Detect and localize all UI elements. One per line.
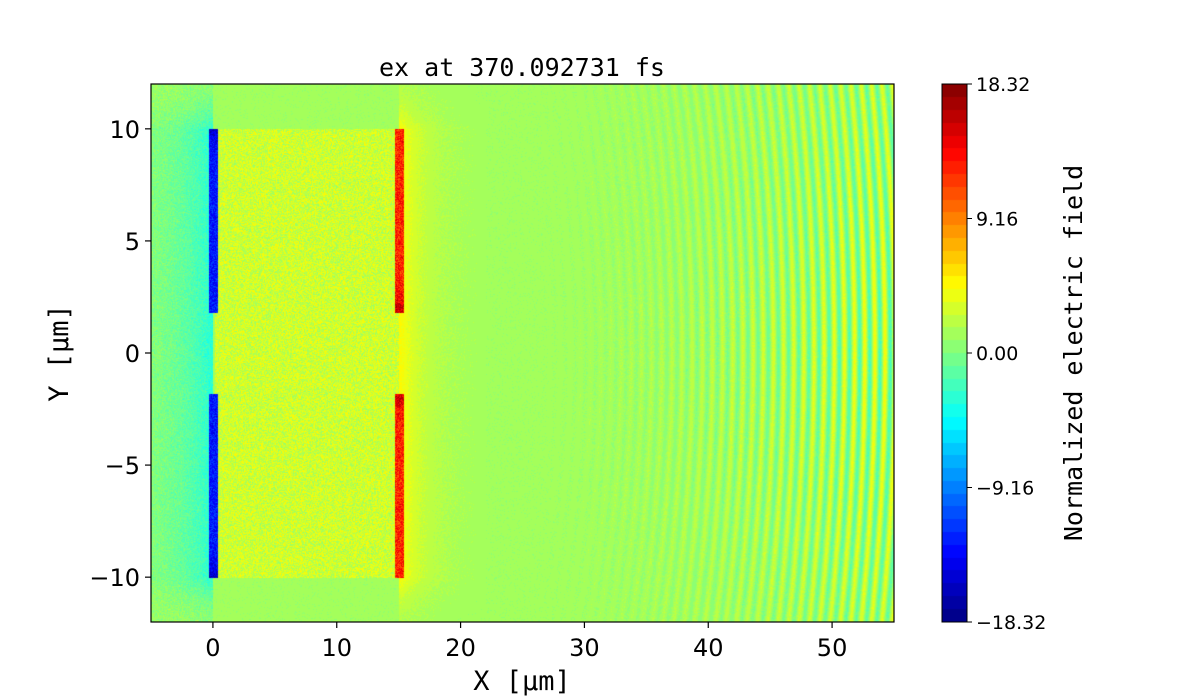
chart-title: ex at 370.092731 fs xyxy=(379,53,665,82)
x-tick-label: 10 xyxy=(321,634,352,662)
colorbar-frame xyxy=(941,83,968,623)
colorbar-label: Normalized electric field xyxy=(1059,165,1088,541)
x-tick-label: 0 xyxy=(205,634,220,662)
y-tick-label: −5 xyxy=(105,452,140,480)
colorbar-tick-label: 18.32 xyxy=(976,74,1030,96)
colorbar-tick-label: −9.16 xyxy=(976,478,1034,500)
colorbar-tick-label: 0.00 xyxy=(976,343,1018,365)
x-tick-label: 40 xyxy=(693,634,724,662)
x-tick-label: 20 xyxy=(445,634,476,662)
y-tick-label: 5 xyxy=(125,228,140,256)
y-axis-label: Y [μm] xyxy=(44,304,75,402)
y-tick-label: 10 xyxy=(109,116,140,144)
x-axis-label: X [μm] xyxy=(473,666,571,697)
colorbar-tick-label: 9.16 xyxy=(976,209,1018,231)
colorbar-tick-label: −18.32 xyxy=(976,612,1046,634)
x-tick-label: 30 xyxy=(569,634,600,662)
x-tick-label: 50 xyxy=(817,634,848,662)
field-heatmap xyxy=(151,84,894,622)
y-tick-label: 0 xyxy=(125,340,140,368)
y-tick-label: −10 xyxy=(89,564,140,592)
plot-frame xyxy=(150,83,895,623)
colorbar xyxy=(942,84,967,622)
